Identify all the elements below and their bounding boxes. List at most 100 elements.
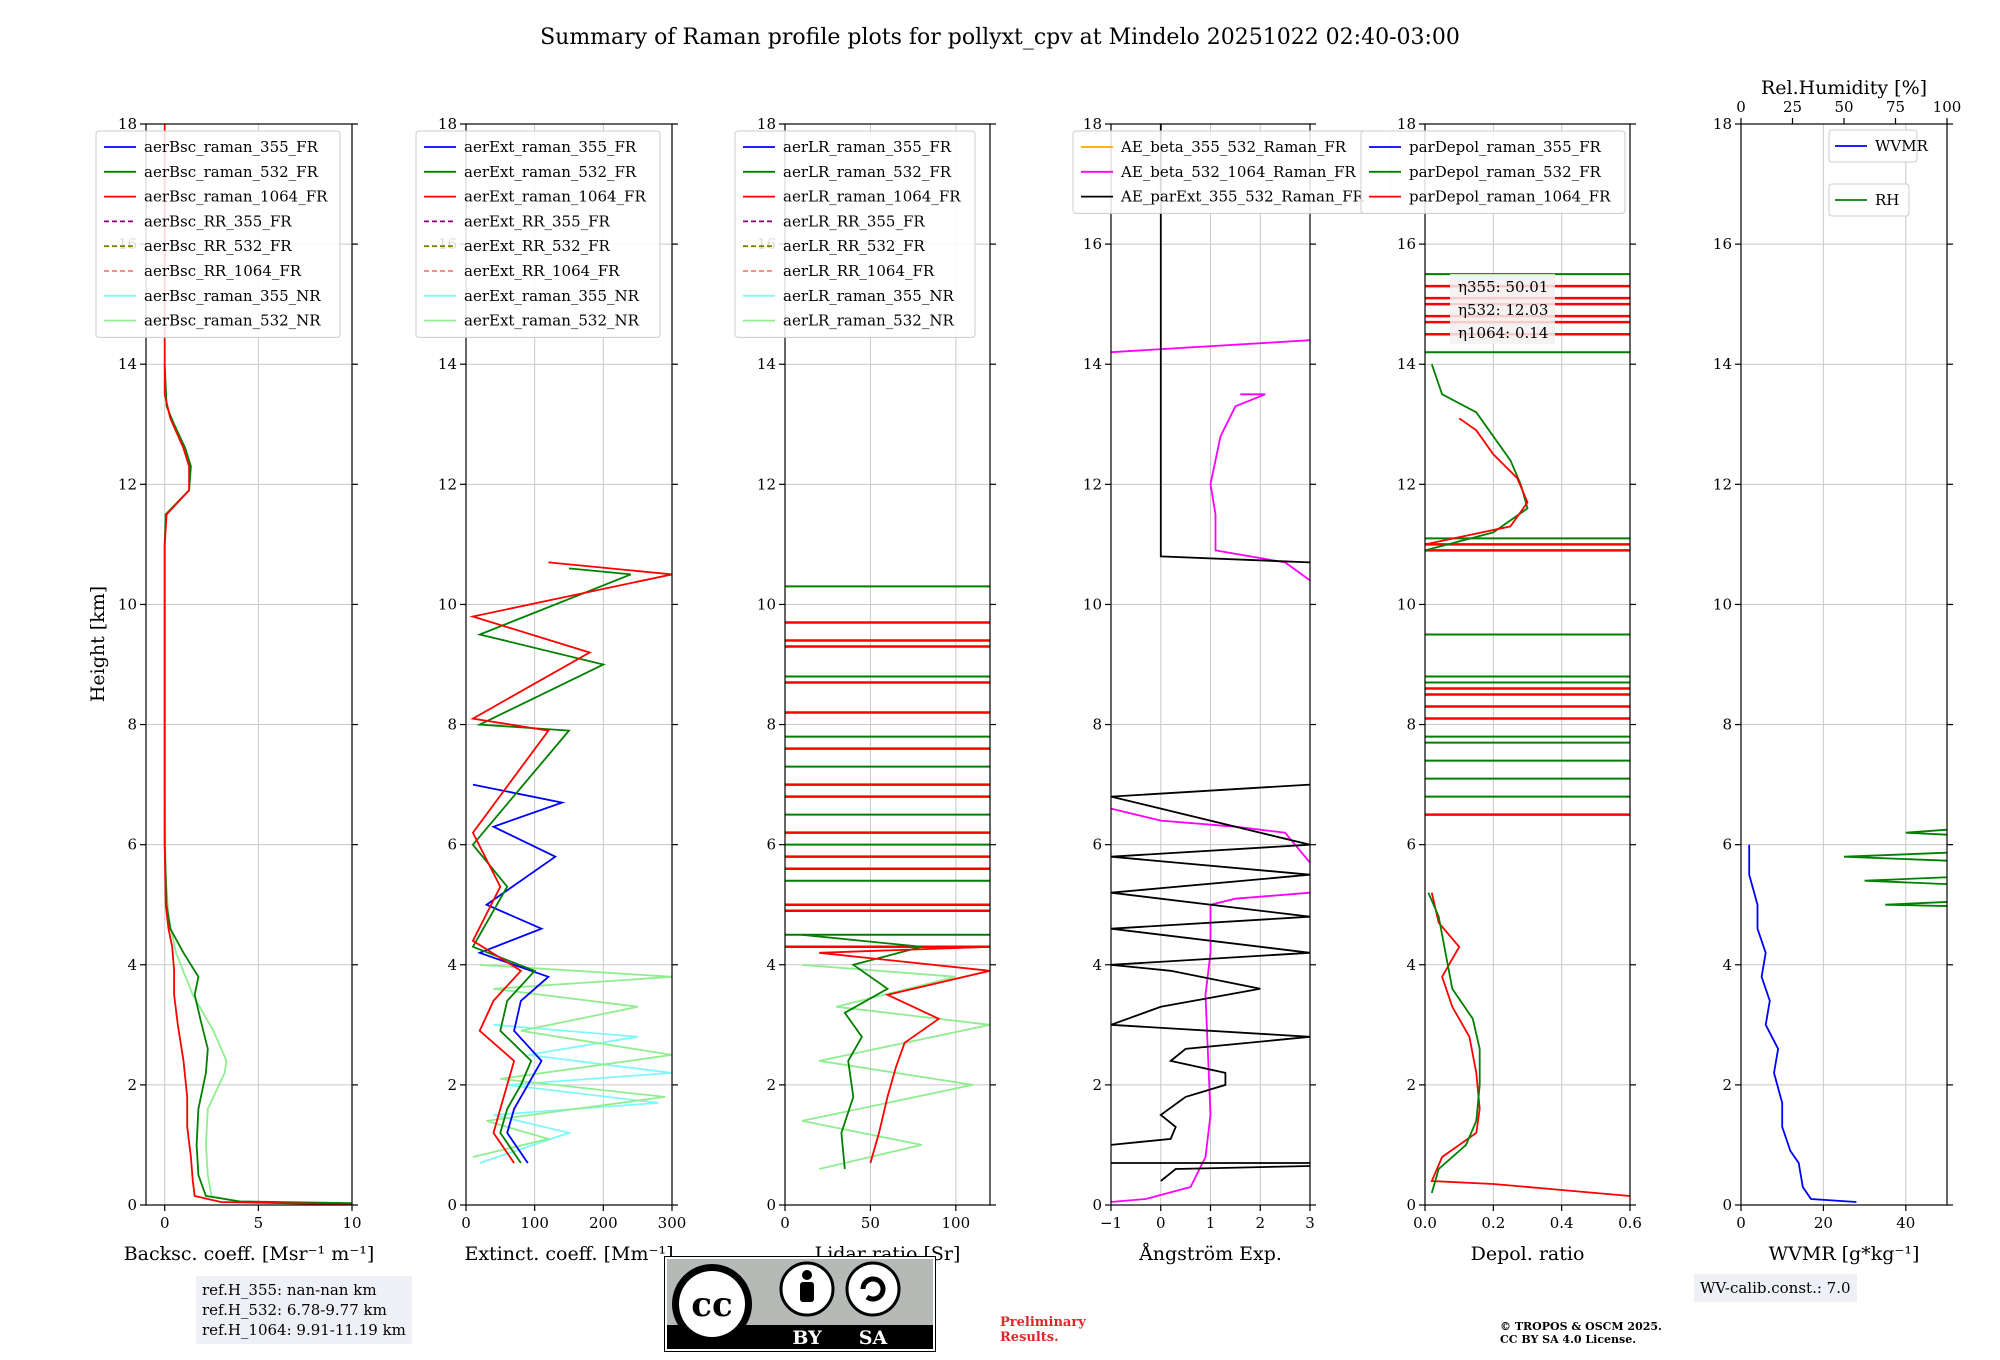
x-tick-label: 0: [1736, 1214, 1746, 1232]
y-tick-label: 8: [766, 716, 776, 734]
legend-label: WVMR: [1875, 137, 1929, 155]
panel-extinction: 0246810121416180100200300Extinct. coeff.…: [415, 115, 686, 1265]
legend-frame: [1828, 183, 1910, 217]
y-tick-label: 6: [447, 836, 457, 854]
x-tick-label: 0.4: [1550, 1214, 1574, 1232]
reference-height-box: ref.H_355: nan-nan km ref.H_532: 6.78-9.…: [196, 1276, 412, 1344]
y-tick-label: 2: [1406, 1076, 1416, 1094]
sa-icon-arrow: [860, 1276, 886, 1302]
legend-label: aerExt_raman_1064_FR: [464, 188, 646, 206]
copyright-line-1: © TROPOS & OSCM 2025.: [1500, 1320, 1662, 1333]
ref-height-1064: ref.H_1064: 9.91-11.19 km: [202, 1321, 406, 1339]
x-tick-label: 3: [1305, 1214, 1315, 1232]
x-axis-label: Depol. ratio: [1471, 1243, 1585, 1265]
legend-label: aerLR_raman_532_FR: [783, 163, 952, 181]
y-tick-label: 6: [1406, 836, 1416, 854]
legend-frame: [1828, 129, 1918, 163]
panels: 0246810121416180510Backsc. coeff. [Msr⁻¹…: [95, 77, 1962, 1265]
legend-label: AE_beta_532_1064_Raman_FR: [1120, 163, 1356, 181]
series-aerLR_raman_532_NR: [801, 963, 990, 1170]
legend-label: aerExt_raman_355_NR: [464, 287, 640, 305]
series-aerLR_raman_1064_FR: [819, 945, 990, 1164]
legend-label: parDepol_raman_355_FR: [1409, 138, 1602, 156]
legend-label: aerLR_raman_355_NR: [783, 287, 954, 305]
eta-532: η532: 12.03: [1458, 301, 1548, 319]
cc-circle-inner: [679, 1271, 745, 1337]
y-tick-label: 0: [766, 1196, 776, 1214]
y-tick-label: 14: [438, 355, 457, 373]
y-tick-label: 14: [1397, 355, 1416, 373]
series-aerExt_raman_355_FR: [472, 783, 566, 1164]
by-icon-head: [802, 1270, 812, 1280]
y-tick-label: 12: [1713, 475, 1732, 493]
y-tick-label: 2: [1092, 1076, 1102, 1094]
y-tick-label: 6: [1092, 836, 1102, 854]
legend: RH: [1828, 183, 1910, 217]
y-tick-label: 10: [757, 595, 776, 613]
y-tick-label: 0: [447, 1196, 457, 1214]
legend: WVMR: [1828, 129, 1929, 163]
legend-frame: [415, 130, 661, 338]
series-aerExt_raman_532_FR: [471, 567, 632, 1164]
legend-label: aerLR_RR_532_FR: [783, 237, 925, 255]
x-tick-label: 50: [861, 1214, 880, 1232]
x-tick-label: 0.6: [1618, 1214, 1642, 1232]
legend: aerExt_raman_355_FR aerExt_raman_532_FRae…: [415, 130, 661, 338]
sa-icon: [845, 1261, 901, 1317]
preliminary-note: Preliminary Results.: [1000, 1315, 1086, 1345]
series-aerLR_raman_532_FR: [802, 933, 922, 1170]
legend-label: RH: [1875, 191, 1899, 209]
legend-label: AE_parExt_355_532_Raman_FR: [1120, 188, 1365, 206]
legend: aerBsc_raman_355_FR aerBsc_raman_532_FRae…: [95, 130, 341, 338]
y-tick-label: 2: [447, 1076, 457, 1094]
ref-height-355: ref.H_355: nan-nan km: [202, 1281, 377, 1299]
legend-label: aerExt_RR_532_FR: [464, 237, 611, 255]
series-AE_beta_532_1064_Raman_FR: [1111, 891, 1310, 1203]
y-tick-label: 0: [1092, 1196, 1102, 1214]
y-tick-label: 16: [1083, 235, 1102, 253]
y-tick-label: 18: [1397, 115, 1416, 133]
legend-label: parDepol_raman_1064_FR: [1409, 188, 1611, 206]
y-tick-label: 10: [1397, 595, 1416, 613]
copyright-line-2: CC BY SA 4.0 License.: [1500, 1333, 1637, 1346]
legend-label: aerExt_raman_532_NR: [464, 312, 640, 330]
y-tick-label: 6: [127, 836, 137, 854]
y-tick-label: 4: [1722, 956, 1732, 974]
y-tick-label: 18: [1083, 115, 1102, 133]
top-tick-label: 0: [1736, 98, 1746, 116]
top-tick-label: 75: [1886, 98, 1905, 116]
legend: parDepol_raman_355_FR parDepol_raman_532_…: [1360, 130, 1626, 214]
y-tick-label: 8: [1092, 716, 1102, 734]
y-tick-label: 6: [1722, 836, 1732, 854]
top-tick-label: 100: [1933, 98, 1962, 116]
y-tick-label: 14: [1713, 355, 1732, 373]
y-tick-label: 18: [438, 115, 457, 133]
legend-label: AE_beta_355_532_Raman_FR: [1120, 138, 1347, 156]
x-axis-label: WVMR [g*kg⁻¹]: [1769, 1243, 1920, 1265]
legend-label: aerLR_raman_355_FR: [783, 138, 952, 156]
legend-label: aerExt_RR_1064_FR: [464, 262, 620, 280]
eta-355: η355: 50.01: [1458, 278, 1548, 296]
panel-backscatter: 0246810121416180510Backsc. coeff. [Msr⁻¹…: [95, 115, 374, 1265]
y-tick-label: 4: [766, 956, 776, 974]
y-tick-label: 16: [1713, 235, 1732, 253]
y-tick-label: 0: [1406, 1196, 1416, 1214]
eta-annotation: η355: 50.01 η532: 12.03 η1064: 0.14: [1450, 274, 1555, 344]
axes-frame: [465, 123, 673, 1206]
legend-label: aerBsc_raman_1064_FR: [144, 188, 328, 206]
y-tick-label: 12: [1397, 475, 1416, 493]
y-tick-label: 10: [1083, 595, 1102, 613]
legend-label: aerBsc_RR_532_FR: [144, 237, 292, 255]
ref-height-532: ref.H_532: 6.78-9.77 km: [202, 1301, 387, 1319]
series-AE_parExt_355_532_Raman_FR_3: [1111, 783, 1310, 1146]
x-tick-label: 0: [1156, 1214, 1166, 1232]
legend-label: aerBsc_raman_532_FR: [144, 163, 319, 181]
y-tick-label: 2: [766, 1076, 776, 1094]
x-tick-label: 0: [160, 1214, 170, 1232]
preliminary-line-2: Results.: [1000, 1330, 1059, 1345]
y-tick-label: 0: [127, 1196, 137, 1214]
panel-lidar_ratio: 024681012141618050100Lidar ratio [Sr]aer…: [734, 115, 996, 1265]
y-tick-label: 12: [757, 475, 776, 493]
